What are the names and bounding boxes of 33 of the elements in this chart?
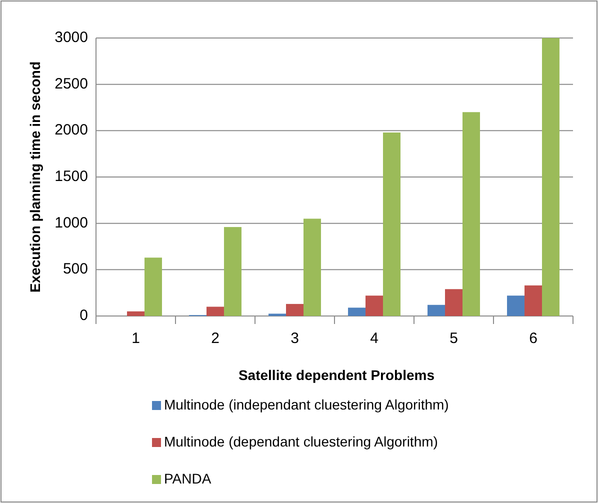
bar (445, 289, 462, 316)
x-tick-label: 2 (211, 330, 220, 347)
bar (286, 304, 304, 316)
x-tick-label: 5 (450, 330, 458, 347)
bar (127, 311, 144, 316)
legend-label: PANDA (164, 470, 212, 487)
x-axis-title: Satellite dependent Problems (238, 367, 435, 383)
bar (524, 285, 542, 316)
bar (366, 296, 383, 316)
x-tick-label: 3 (290, 330, 299, 347)
bar (224, 227, 242, 316)
y-tick-label: 0 (80, 306, 88, 324)
bar (382, 132, 400, 316)
bar (144, 258, 162, 316)
x-tick-label: 6 (529, 330, 538, 347)
y-tick-label: 3000 (54, 28, 88, 46)
bar (542, 38, 560, 316)
legend-label: Multinode (independant cluestering Algorithm) (164, 396, 449, 413)
bar (348, 308, 366, 316)
legend-label: Multinode (dependant cluestering Algorithm) (164, 434, 438, 450)
y-tick-label: 2000 (54, 122, 88, 139)
y-tick-label: 1000 (54, 214, 88, 232)
bar (428, 304, 446, 316)
bar (303, 218, 321, 316)
y-tick-label: 1500 (54, 168, 88, 185)
y-tick-label: 500 (62, 260, 88, 278)
y-axis-title: Execution planning time in second (27, 61, 43, 293)
bar (206, 306, 224, 316)
x-tick-label: 1 (132, 330, 140, 347)
bar (462, 112, 480, 316)
bar (507, 296, 525, 316)
x-tick-label: 4 (370, 330, 378, 347)
y-tick-label: 2500 (54, 75, 88, 92)
